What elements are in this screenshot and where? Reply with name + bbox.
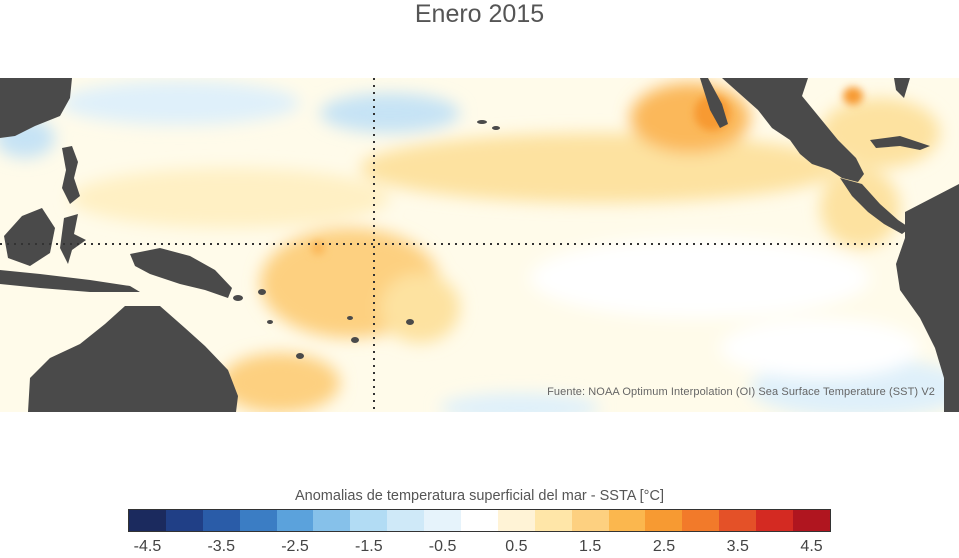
land-asia — [0, 78, 72, 138]
colorbar-segment — [608, 510, 646, 531]
colorbar-tick-label: 3.5 — [726, 538, 749, 555]
land-new-guinea — [130, 248, 232, 298]
warm-patch-mexico — [630, 83, 750, 153]
colorbar-tick-label: -2.5 — [281, 538, 309, 555]
colorbar-tick-label: -0.5 — [428, 538, 457, 555]
land-australia — [28, 306, 238, 412]
land-borneo — [4, 208, 55, 266]
colorbar-segment — [276, 510, 314, 531]
colorbar-segment — [571, 510, 609, 531]
colorbar-segment — [313, 510, 351, 531]
cool-patch-north-center — [320, 93, 460, 133]
land-florida-cuba — [894, 78, 910, 98]
warm-band-north — [360, 133, 840, 203]
ssta-map — [0, 78, 959, 412]
warm-band-northwest — [70, 168, 390, 228]
colorbar-segment — [239, 510, 277, 531]
colorbar-tick-label: 4.5 — [800, 538, 823, 555]
colorbar-segment — [756, 510, 794, 531]
colorbar-tick-label: -4.5 — [133, 538, 162, 555]
land-north-america — [722, 78, 864, 182]
colorbar-segment — [682, 510, 720, 531]
colorbar-segment — [424, 510, 462, 531]
land-philippines — [62, 146, 80, 204]
colorbar-tick-label: -3.5 — [207, 538, 236, 555]
warm-patch-east-coast — [820, 168, 900, 248]
colorbar — [128, 509, 831, 532]
land-indonesia-chain — [0, 270, 140, 292]
data-source-note: Fuente: NOAA Optimum Interpolation (OI) … — [547, 386, 935, 398]
colorbar-tick-label: 0.5 — [505, 538, 528, 555]
land-caribbean-islands — [870, 136, 930, 150]
cool-patch-south — [440, 393, 600, 412]
colorbar-segment — [129, 510, 166, 531]
anomaly-field — [0, 81, 959, 412]
colorbar-label: Anomalias de temperatura superficial del… — [295, 488, 664, 504]
warm-patch-sw — [220, 353, 340, 412]
land-sulawesi — [60, 214, 86, 264]
map-title: Enero 2015 — [414, 0, 545, 28]
colorbar-segment — [387, 510, 425, 531]
warm-patch-gulf — [820, 98, 940, 168]
neutral-patch-se — [720, 318, 920, 378]
neutral-patch-east — [530, 238, 870, 318]
hot-spot-equator — [311, 241, 325, 255]
colorbar-segment — [350, 510, 388, 531]
colorbar-segment — [497, 510, 535, 531]
hot-spot-gulf — [843, 87, 863, 105]
reference-lines — [0, 78, 898, 412]
colorbar-segment — [645, 510, 683, 531]
warm-patch-central-2 — [380, 273, 460, 343]
land-south-america — [896, 184, 959, 412]
land-central-america — [840, 178, 910, 234]
colorbar-segment — [202, 510, 240, 531]
colorbar-tick-label: -1.5 — [355, 538, 383, 555]
colorbar-segment — [461, 510, 498, 531]
colorbar-segment — [793, 510, 830, 531]
land-baja — [700, 78, 728, 128]
colorbar-ticks: -4.5 -3.5 -2.5 -1.5 -0.5 0.5 1.5 2.5 3.5 4.5 — [0, 538, 959, 558]
colorbar-tick-label: 2.5 — [652, 538, 676, 555]
colorbar-tick-label: 1.5 — [579, 538, 602, 555]
colorbar-segment — [165, 510, 203, 531]
land-masses — [0, 78, 959, 412]
colorbar-segment — [719, 510, 757, 531]
small-islands — [233, 120, 500, 359]
colorbar-segment — [534, 510, 572, 531]
cool-patch-nw — [60, 81, 300, 125]
